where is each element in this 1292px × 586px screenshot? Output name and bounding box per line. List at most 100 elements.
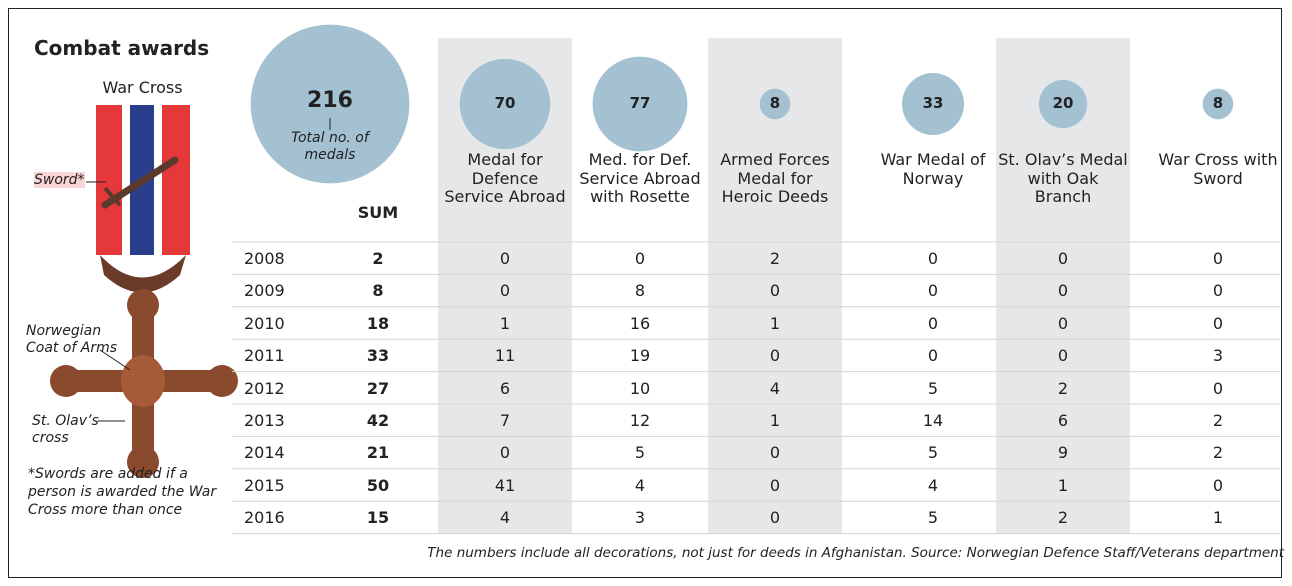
cell: 0 <box>927 346 939 366</box>
cell: 0 <box>927 249 939 268</box>
cell: 0 <box>769 281 781 301</box>
frame <box>8 8 1282 578</box>
cell: 4 <box>499 508 511 528</box>
total-label: Total no. of medals <box>291 130 369 163</box>
sum-cell: 33 <box>366 346 390 366</box>
cell: 1 <box>1057 475 1069 495</box>
column-bubble <box>1202 88 1234 120</box>
column-header: Med. for Def. Service Abroad with Rosett… <box>579 150 701 206</box>
medal-label: St. Olav’s cross <box>32 413 99 446</box>
cell: 5 <box>927 508 939 528</box>
sum-cell: 18 <box>366 313 390 333</box>
total-bubble <box>250 24 410 184</box>
column-total: 77 <box>629 94 651 112</box>
cell: 4 <box>769 378 781 398</box>
column-bubble <box>759 88 791 120</box>
column-header: Medal for Defence Service Abroad <box>444 150 566 206</box>
medal-note: *Swords are added if a person is awarded… <box>28 466 217 518</box>
column-total: 8 <box>1212 94 1224 112</box>
column-bubble <box>459 58 551 150</box>
cell: 1 <box>769 313 781 333</box>
sum-cell: 42 <box>366 411 390 430</box>
cell: 3 <box>1212 346 1224 366</box>
year: 2011 <box>244 346 285 366</box>
column-bubble <box>901 72 965 136</box>
cell: 1 <box>769 411 781 430</box>
wreath <box>100 255 186 293</box>
sum-cell: 2 <box>372 249 384 268</box>
year: 2015 <box>244 475 285 495</box>
cell: 5 <box>927 378 939 398</box>
cell: 10 <box>629 378 651 398</box>
sum-cell: 27 <box>366 378 390 398</box>
cell: 0 <box>769 475 781 495</box>
cell: 0 <box>927 313 939 333</box>
column-header: War Medal of Norway <box>880 150 986 188</box>
cell: 0 <box>1212 313 1224 333</box>
medal-label: Norwegian Coat of Arms <box>26 323 118 356</box>
sum-header: SUM <box>357 203 399 222</box>
column-total: 8 <box>769 94 781 112</box>
year: 2010 <box>244 313 285 333</box>
cell: 5 <box>634 443 646 463</box>
column-total: 33 <box>922 94 944 112</box>
cell: 0 <box>1212 281 1224 301</box>
sword <box>101 156 179 209</box>
cell: 6 <box>1057 411 1069 430</box>
cell: 0 <box>499 443 511 463</box>
pointer <box>99 349 131 371</box>
cell: 8 <box>634 281 646 301</box>
year: 2013 <box>244 411 285 430</box>
cell: 0 <box>927 281 939 301</box>
column-shade <box>708 38 842 534</box>
cell: 2 <box>1212 411 1224 430</box>
cell: 0 <box>769 443 781 463</box>
cell: 5 <box>927 443 939 463</box>
cell: 7 <box>499 411 511 430</box>
column-header: War Cross with Sword <box>1158 150 1278 188</box>
cell: 0 <box>1212 249 1224 268</box>
cell: 4 <box>634 475 646 495</box>
cell: 1 <box>499 313 511 333</box>
medal-label: Sword* <box>34 172 85 188</box>
year: 2014 <box>244 443 285 463</box>
column-total: 20 <box>1052 94 1074 112</box>
cell: 4 <box>927 475 939 495</box>
column-header: Armed Forces Medal for Heroic Deeds <box>720 150 830 206</box>
cell: 2 <box>1057 508 1069 528</box>
cell: 3 <box>634 508 646 528</box>
cell: 1 <box>1212 508 1224 528</box>
cell: 2 <box>1057 378 1069 398</box>
footnote: The numbers include all decorations, not… <box>427 545 1284 561</box>
cell: 0 <box>1212 475 1224 495</box>
year: 2009 <box>244 281 285 301</box>
year: 2008 <box>244 249 285 268</box>
cell: 0 <box>499 249 511 268</box>
sum-cell: 8 <box>372 281 384 301</box>
sum-cell: 50 <box>366 475 390 495</box>
cell: 9 <box>1057 443 1069 463</box>
cell: 41 <box>494 475 516 495</box>
cell: 0 <box>769 346 781 366</box>
cell: 11 <box>494 346 516 366</box>
column-bubble <box>1038 79 1088 129</box>
total-value: 216 <box>307 88 353 113</box>
cell: 12 <box>629 411 651 430</box>
column-bubble <box>592 56 688 152</box>
cell: 0 <box>1057 249 1069 268</box>
sword-guard <box>103 186 122 207</box>
column-header: St. Olav’s Medal with Oak Branch <box>998 150 1128 206</box>
cell: 0 <box>1057 346 1069 366</box>
column-total: 70 <box>494 94 516 112</box>
cell: 2 <box>1212 443 1224 463</box>
title: Combat awards <box>34 36 210 60</box>
cell: 0 <box>1212 378 1224 398</box>
medal-name: War Cross <box>102 78 183 97</box>
sum-cell: 15 <box>366 508 390 528</box>
cell: 0 <box>634 249 646 268</box>
year: 2016 <box>244 508 285 528</box>
cell: 0 <box>1057 313 1069 333</box>
cell: 16 <box>629 313 651 333</box>
